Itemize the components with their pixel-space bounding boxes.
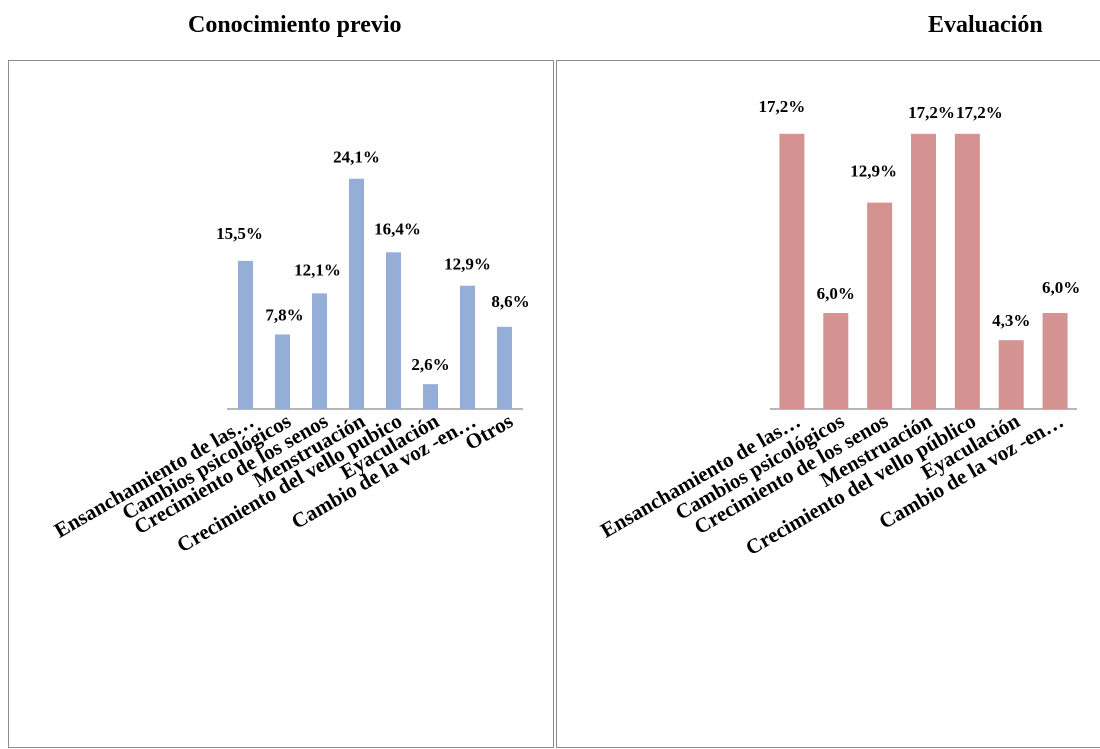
right-chart-bar-7 [1042, 313, 1068, 409]
left-chart-bar-8 [497, 326, 512, 409]
right-chart-bar-1 [779, 133, 805, 410]
left-chart-data-label-6: 2,6% [411, 355, 449, 374]
left-chart-data-label-3: 12,1% [294, 260, 341, 279]
left-chart-bar-3 [312, 293, 327, 409]
right-chart-bar-5 [954, 133, 980, 410]
right-chart-data-label-2: 6,0% [817, 284, 855, 303]
left-chart-data-label-7: 12,9% [444, 255, 491, 274]
right-chart-data-label-7: 6,0% [1042, 278, 1080, 297]
left-chart-data-label-5: 16,4% [374, 219, 421, 238]
right-chart-data-label-3: 12,9% [850, 162, 897, 181]
chart-panel-evaluacion: 17,2% Ensanchamiento de las… 6,0% Cambios p… [556, 60, 1100, 748]
right-chart-bar-6 [998, 340, 1024, 409]
chart-title-conocimiento-previo: Conocimiento previo [188, 12, 402, 38]
left-chart-data-label-4: 24,1% [333, 148, 380, 167]
right-chart-bar-2 [823, 313, 849, 409]
right-chart-data-label-1: 17,2% [759, 97, 806, 116]
chart-panel-conocimiento-previo: 15,5% Ensanchamiento de las… 7,8% Cambios p… [8, 60, 554, 748]
left-chart-data-label-8: 8,6% [491, 292, 529, 311]
right-chart-bar-4 [911, 133, 936, 410]
chart-title-evaluacion: Evaluación [928, 12, 1043, 38]
left-chart-bar-4 [349, 178, 364, 409]
left-chart-bar-1 [238, 260, 253, 409]
left-chart-bar-6 [423, 384, 438, 409]
left-chart-bar-7 [460, 285, 475, 409]
bar-chart-evaluacion: 17,2%Ensanchamiento de las…6,0%Cambios p… [596, 97, 1080, 560]
bar-chart-conocimiento-previo: 15,5%Ensanchamiento de las…7,8%Cambios p… [50, 148, 530, 557]
left-chart-data-label-2: 7,8% [265, 305, 303, 324]
left-chart-bar-5 [386, 252, 401, 409]
left-chart-bar-2 [275, 334, 290, 409]
right-chart-data-label-6: 4,3% [992, 311, 1030, 330]
right-chart-data-label-4: 17,2% [908, 103, 955, 122]
right-chart-bar-3 [867, 202, 893, 409]
right-chart-data-label-5: 17,2% [956, 103, 1003, 122]
left-chart-data-label-1: 15,5% [216, 224, 263, 243]
